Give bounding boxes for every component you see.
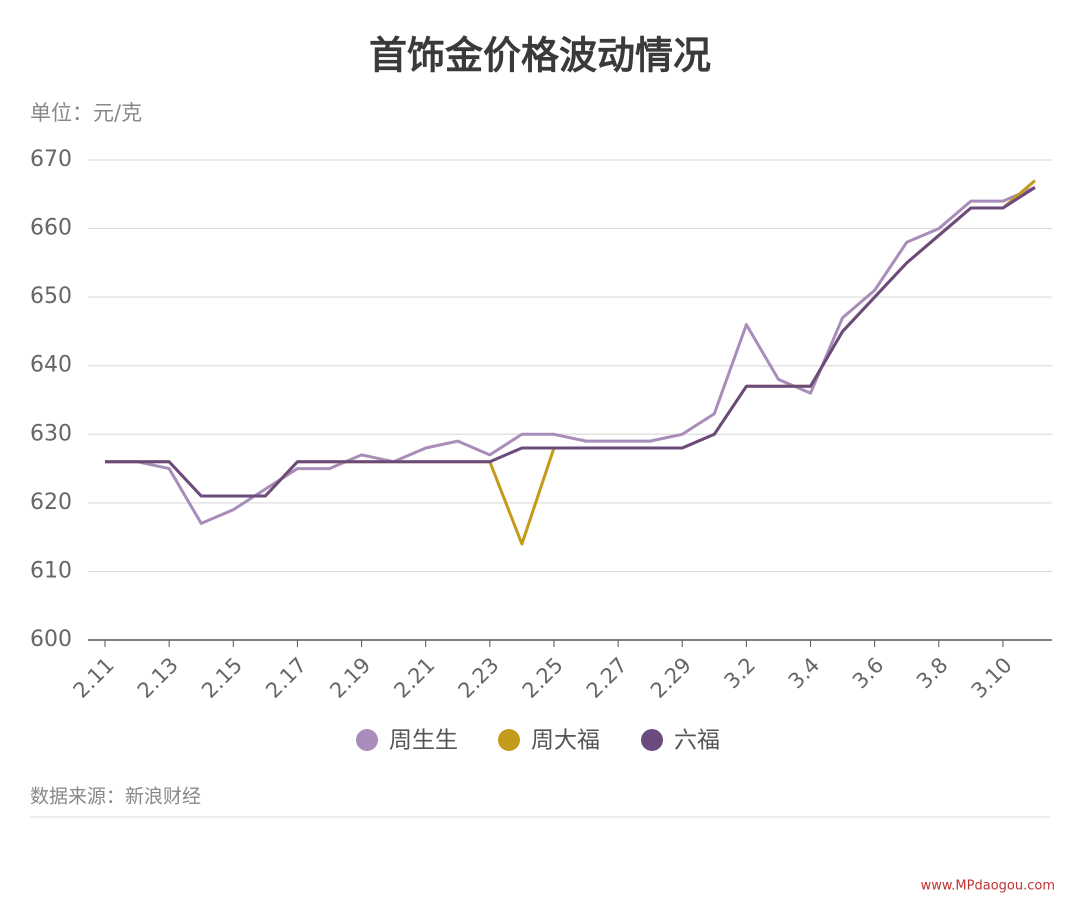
series-line xyxy=(105,186,1036,498)
y-tick-label: 670 xyxy=(30,147,72,172)
x-tick-label: 2.21 xyxy=(389,653,439,703)
y-tick-label: 600 xyxy=(30,627,72,652)
x-tick-label: 2.29 xyxy=(646,653,696,703)
x-tick-label: 2.23 xyxy=(454,653,504,703)
x-tick-label: 2.17 xyxy=(261,653,311,703)
legend-swatch xyxy=(641,729,663,751)
y-tick-label: 650 xyxy=(30,284,72,309)
watermark: www.MPdaogou.com xyxy=(921,879,1055,894)
x-tick-label: 2.11 xyxy=(69,653,119,703)
source-note: 数据来源：新浪财经 xyxy=(30,786,201,808)
y-tick-label: 620 xyxy=(30,490,72,515)
unit-label: 单位：元/克 xyxy=(30,101,142,125)
y-tick-label: 660 xyxy=(30,216,72,241)
x-tick-label: 2.15 xyxy=(197,653,247,703)
x-tick-label: 3.10 xyxy=(967,653,1017,703)
y-tick-label: 610 xyxy=(30,558,72,583)
x-tick-label: 2.27 xyxy=(582,653,632,703)
y-tick-label: 640 xyxy=(30,353,72,378)
legend-label: 周大福 xyxy=(531,728,600,754)
x-tick-label: 3.2 xyxy=(720,653,761,694)
legend-label: 周生生 xyxy=(389,728,458,754)
chart-title: 首饰金价格波动情况 xyxy=(369,34,711,78)
legend-label: 六福 xyxy=(674,728,720,754)
x-tick-label: 3.4 xyxy=(784,653,825,694)
y-tick-label: 630 xyxy=(30,421,72,446)
x-tick-label: 3.6 xyxy=(848,653,889,694)
x-tick-label: 2.19 xyxy=(325,653,375,703)
x-tick-label: 3.8 xyxy=(912,653,953,694)
x-tick-label: 2.25 xyxy=(518,653,568,703)
series-line xyxy=(105,179,1036,546)
series-line xyxy=(105,186,1036,525)
legend-swatch xyxy=(498,729,520,751)
x-tick-label: 2.13 xyxy=(133,653,183,703)
legend-swatch xyxy=(356,729,378,751)
